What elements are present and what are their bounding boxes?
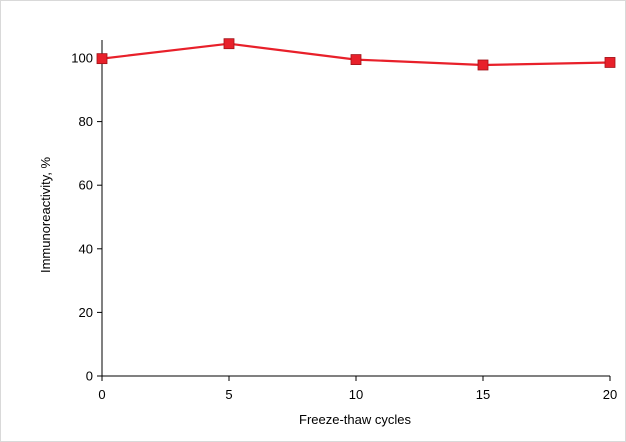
data-point-15 bbox=[477, 59, 489, 71]
x-tick-label-0: 0 bbox=[98, 387, 105, 402]
data-point-5 bbox=[223, 38, 235, 50]
y-tick-label-0: 0 bbox=[86, 369, 93, 384]
y-tick-label-40: 40 bbox=[79, 241, 93, 256]
axes bbox=[101, 40, 610, 377]
y-tick-label-100: 100 bbox=[71, 51, 93, 66]
series-group bbox=[96, 38, 616, 71]
ticks bbox=[97, 57, 611, 381]
y-tick-label-20: 20 bbox=[79, 305, 93, 320]
x-axis-title: Freeze-thaw cycles bbox=[299, 412, 411, 427]
x-tick-label-5: 5 bbox=[225, 387, 232, 402]
data-point-0 bbox=[96, 53, 108, 65]
y-axis-title: Immunoreactivity, % bbox=[38, 157, 53, 274]
data-point-10 bbox=[350, 54, 362, 65]
y-tick-label-80: 80 bbox=[79, 114, 93, 129]
x-tick-label-10: 10 bbox=[349, 387, 363, 402]
x-tick-label-15: 15 bbox=[476, 387, 490, 402]
tick-labels: 0 20 40 60 80 100 0 5 10 15 20 bbox=[71, 51, 617, 403]
x-tick-label-20: 20 bbox=[603, 387, 617, 402]
y-tick-label-60: 60 bbox=[79, 178, 93, 193]
data-point-20 bbox=[604, 57, 616, 68]
